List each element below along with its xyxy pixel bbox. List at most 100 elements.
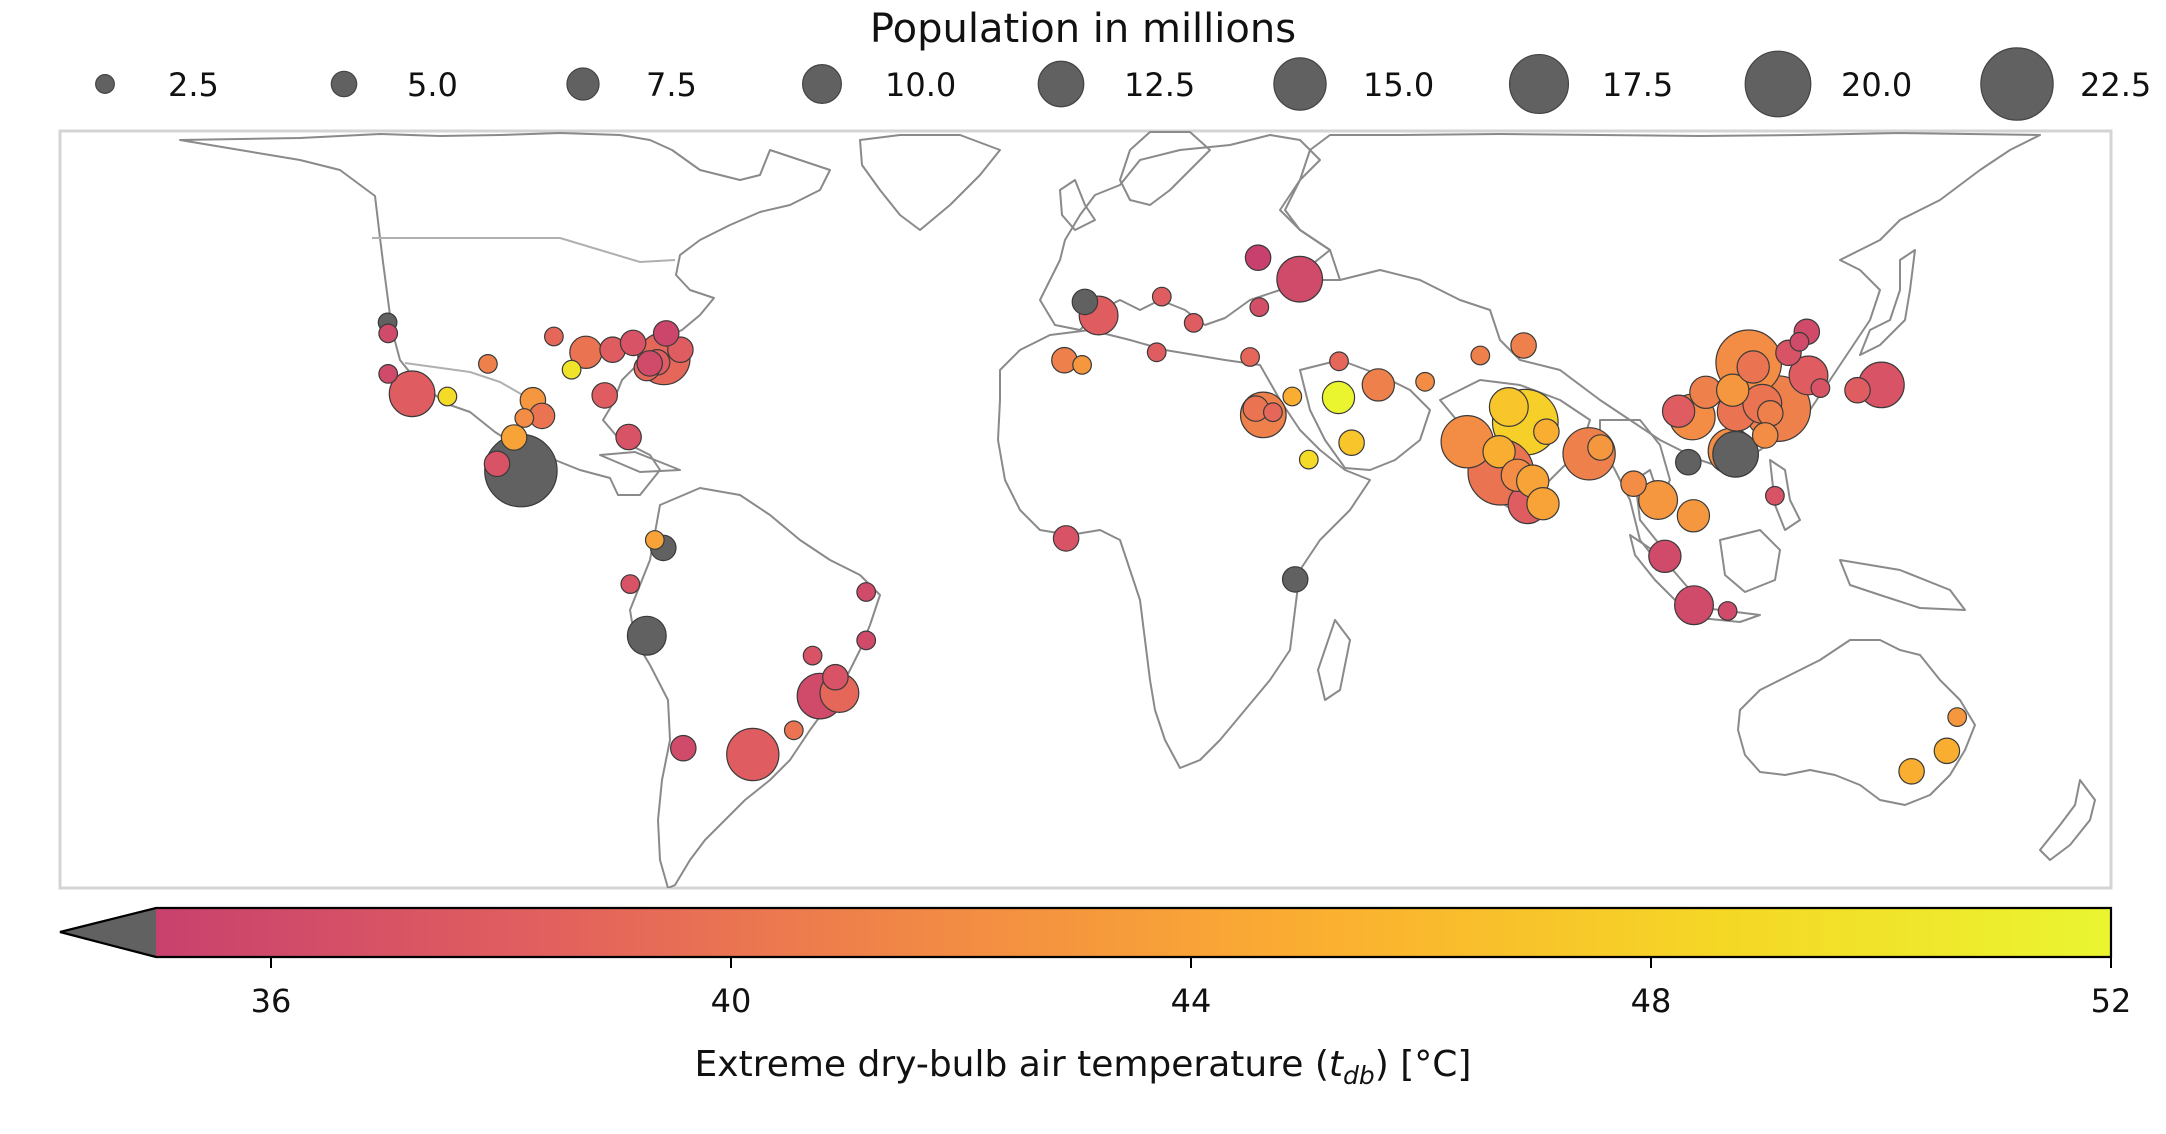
city-marker xyxy=(1052,525,1080,552)
city-marker xyxy=(1620,470,1647,497)
size-legend-marker xyxy=(566,67,600,101)
size-legend-label: 15.0 xyxy=(1363,66,1434,104)
city-marker xyxy=(1526,487,1560,521)
map-frame xyxy=(58,129,2113,890)
city-marker xyxy=(1676,499,1711,533)
us-canada-border xyxy=(372,237,676,263)
city-marker xyxy=(1638,480,1679,521)
city-marker xyxy=(636,350,663,377)
size-legend-marker xyxy=(801,63,842,104)
size-legend-marker xyxy=(95,74,115,94)
city-marker xyxy=(1844,376,1871,404)
colorbar-tick-label: 48 xyxy=(1631,982,1672,1020)
city-marker xyxy=(1072,355,1092,375)
city-marker xyxy=(500,424,528,451)
data-points xyxy=(377,244,1968,785)
city-marker xyxy=(1329,351,1349,372)
city-marker xyxy=(378,364,399,384)
city-marker xyxy=(620,574,641,594)
city-marker xyxy=(1249,297,1270,318)
city-marker xyxy=(802,645,823,666)
city-marker xyxy=(1533,418,1560,445)
city-marker xyxy=(388,370,436,418)
size-legend-marker xyxy=(1508,53,1570,115)
size-legend-label: 5.0 xyxy=(407,66,458,104)
size-legend-label: 22.5 xyxy=(2080,66,2151,104)
colorbar-ticks: 36 40 44 48 52 xyxy=(251,957,2131,1020)
city-marker xyxy=(669,734,697,762)
city-marker xyxy=(856,630,877,651)
city-marker xyxy=(1675,448,1702,476)
city-marker xyxy=(1736,350,1770,384)
city-marker xyxy=(1361,368,1396,402)
africa-outline xyxy=(997,329,1371,769)
city-marker xyxy=(1712,430,1759,478)
city-marker xyxy=(619,329,647,357)
city-marker xyxy=(626,615,667,656)
city-marker xyxy=(1415,371,1435,392)
scandinavia-outline xyxy=(1119,131,1211,206)
city-marker xyxy=(1717,601,1738,621)
madagascar-outline xyxy=(1317,619,1351,701)
australia-outline xyxy=(1737,639,1976,806)
city-marker xyxy=(478,354,498,374)
city-marker xyxy=(514,408,535,428)
size-legend-label: 17.5 xyxy=(1602,66,1673,104)
japan-outline xyxy=(1859,249,1916,356)
size-legend-marker xyxy=(1980,47,2054,121)
city-marker xyxy=(1757,399,1784,427)
city-marker xyxy=(1240,347,1260,367)
city-marker xyxy=(378,323,399,344)
size-legend-marker xyxy=(1744,50,1812,118)
size-legend-marker xyxy=(1273,57,1327,111)
city-marker xyxy=(483,450,511,478)
city-marker xyxy=(1947,707,1968,727)
size-legend-marker xyxy=(1037,60,1085,108)
city-marker xyxy=(1071,288,1099,316)
city-marker xyxy=(1764,485,1785,506)
city-marker xyxy=(726,727,780,782)
south-america-outline xyxy=(629,487,881,888)
city-marker xyxy=(1587,434,1614,461)
greenland-outline xyxy=(859,134,1001,231)
city-marker xyxy=(1810,378,1831,399)
city-marker xyxy=(1276,255,1324,303)
city-marker xyxy=(544,326,564,347)
city-marker xyxy=(437,386,458,407)
city-marker xyxy=(615,423,642,451)
size-legend: 2.5 5.0 7.5 10.0 12.5 15.0 17.5 20.0 22.5 xyxy=(95,47,2151,121)
city-marker xyxy=(1482,435,1516,469)
city-marker xyxy=(1298,449,1319,470)
city-marker xyxy=(1321,380,1356,415)
city-marker xyxy=(1470,345,1491,366)
colorbar-tick-label: 40 xyxy=(711,982,752,1020)
city-marker xyxy=(561,359,582,380)
colorbar-label: Extreme dry-bulb air temperature (tdb) [… xyxy=(695,1044,1472,1090)
city-marker xyxy=(1789,331,1810,352)
city-marker xyxy=(1151,286,1172,307)
borneo-outline xyxy=(1719,529,1781,593)
colorbar-tick-label: 36 xyxy=(251,982,292,1020)
city-marker xyxy=(591,382,618,409)
colorbar-gradient xyxy=(156,908,2111,957)
cuba-outline xyxy=(599,451,681,473)
city-marker xyxy=(822,663,849,691)
size-legend-marker xyxy=(330,70,358,98)
city-marker xyxy=(1488,387,1529,428)
great-britain-outline xyxy=(1059,179,1096,231)
city-marker xyxy=(1933,737,1961,765)
city-marker xyxy=(1338,429,1365,456)
city-marker xyxy=(1898,757,1925,785)
city-marker xyxy=(856,582,877,602)
colorbar-tick-label: 44 xyxy=(1171,982,1212,1020)
colorbar: 36 40 44 48 52 Extreme dry-bulb air temperat… xyxy=(59,906,2131,1090)
city-marker xyxy=(1262,402,1283,423)
city-marker xyxy=(1661,394,1696,428)
asia-outline xyxy=(1279,132,2041,471)
city-marker xyxy=(1715,373,1750,407)
size-legend-label: 10.0 xyxy=(885,66,956,104)
city-marker xyxy=(1146,342,1167,363)
city-marker xyxy=(644,530,665,550)
city-marker xyxy=(1673,585,1714,626)
